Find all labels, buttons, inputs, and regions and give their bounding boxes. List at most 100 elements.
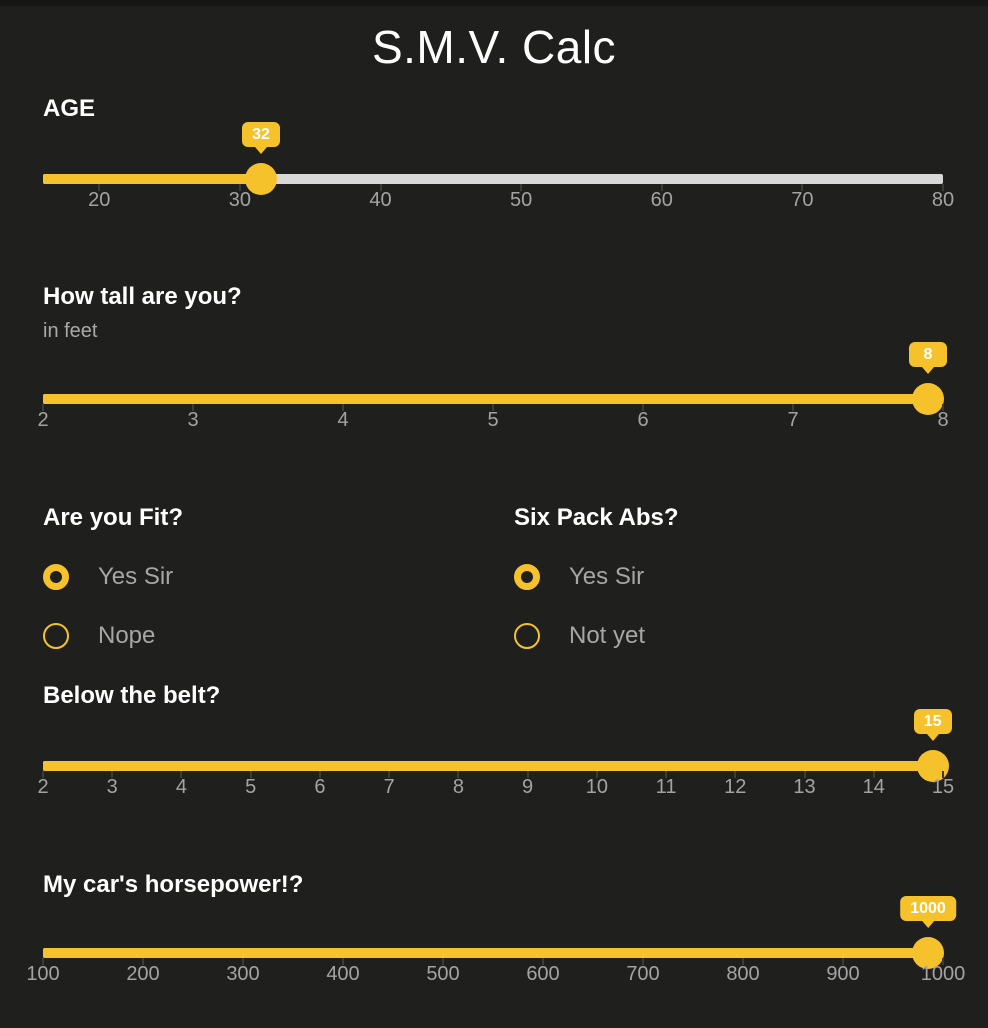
belt-tick-label: 3 [106,776,118,798]
belt-slider[interactable]: 15 2 3 4 5 6 7 8 9 10 11 12 13 14 15 [37,709,954,841]
age-tick-mark [801,184,804,191]
horsepower-tick-mark [242,958,244,965]
belt-tick-mark [42,771,44,778]
horsepower-tick-mark [742,958,744,965]
height-tick-label: 3 [187,409,199,431]
abs-option-no[interactable]: Not yet [514,622,645,650]
horsepower-tick-mark [142,958,144,965]
belt-tick-label: 12 [724,776,747,798]
age-slider-thumb[interactable] [244,163,277,195]
belt-tick-mark [734,771,737,778]
abs-option-yes[interactable]: Yes Sir [514,563,644,591]
age-slider-fill [43,174,261,184]
belt-tick-mark [526,771,529,778]
age-value-bubble: 32 [241,122,280,154]
horsepower-tick-mark [842,958,844,965]
fit-option-no-label: Nope [98,622,156,649]
belt-tick-label: 11 [655,776,677,798]
horsepower-tick-label: 300 [226,963,260,985]
window-top-bar [0,0,988,6]
age-tick-label: 70 [791,189,814,211]
horsepower-tick-mark [42,958,44,965]
belt-slider-fill [43,761,933,771]
horsepower-tick-label: 200 [126,963,160,985]
age-tick-label: 40 [369,189,392,211]
radio-button[interactable] [514,623,540,649]
horsepower-tick-mark [642,958,644,965]
abs-label: Six Pack Abs? [514,504,679,531]
age-slider-track[interactable] [43,174,943,184]
horsepower-tick-label: 500 [426,963,460,985]
radio-button[interactable] [514,564,540,590]
age-tick-label: 50 [510,189,533,211]
height-tick-label: 8 [937,409,949,431]
belt-tick-mark [665,771,668,778]
age-tick-mark [520,184,523,191]
horsepower-tick-mark [442,958,444,965]
horsepower-tick-mark [342,958,344,965]
age-tick-mark [98,184,101,191]
height-tick-mark [792,404,794,411]
abs-option-yes-label: Yes Sir [569,563,645,590]
age-tick-label: 20 [88,189,111,211]
horsepower-tick-label: 700 [626,963,660,985]
page-title: S.M.V. Calc [371,21,617,73]
belt-tick-label: 4 [175,776,188,798]
age-label: AGE [43,95,96,122]
belt-tick-mark [249,771,252,778]
belt-tick-mark [942,771,944,778]
horsepower-tick-label: 800 [726,963,760,985]
belt-label: Below the belt? [43,682,221,709]
horsepower-tick-label: 400 [326,963,360,985]
height-tick-label: 7 [787,409,799,431]
age-tick-label: 80 [931,189,955,211]
horsepower-tick-mark [542,958,544,965]
age-tick-mark [238,184,241,191]
age-tick-label: 30 [228,189,251,211]
belt-tick-label: 14 [862,776,885,798]
height-slider[interactable]: 8 2 3 4 5 6 7 8 [37,342,949,474]
height-tick-label: 2 [37,409,49,431]
horsepower-label: My car's horsepower!? [43,871,304,898]
horsepower-value-bubble: 1000 [900,896,956,928]
belt-tick-label: 13 [793,776,816,798]
belt-tick-label: 15 [931,776,955,798]
age-tick-mark [379,184,382,191]
height-tick-mark [492,404,494,411]
height-tick-label: 6 [637,409,649,431]
radio-button[interactable] [43,623,69,649]
height-tick-mark [42,404,44,411]
belt-tick-label: 10 [585,776,608,798]
horsepower-tick-label: 900 [826,963,860,985]
horsepower-tick-label: 1000 [920,963,966,985]
belt-tick-label: 8 [452,776,464,798]
belt-tick-mark [457,771,460,778]
horsepower-slider[interactable]: 1000 100 200 300 400 500 600 700 800 900 1000 [26,896,965,1028]
horsepower-tick-mark [942,958,944,965]
belt-tick-label: 6 [314,776,326,798]
height-label: How tall are you? [43,283,242,310]
belt-tick-mark [318,771,321,778]
belt-tick-label: 7 [383,776,395,798]
belt-tick-mark [180,771,183,778]
height-tick-mark [342,404,344,411]
radio-button[interactable] [43,564,69,590]
height-tick-label: 4 [337,409,349,431]
belt-tick-mark [388,771,391,778]
belt-tick-label: 9 [522,776,534,798]
horsepower-slider-fill [43,948,928,958]
belt-tick-mark [872,771,875,778]
belt-value-bubble: 15 [913,709,952,741]
age-slider[interactable]: 32 20 30 40 50 60 70 80 [43,122,954,254]
age-tick-mark [942,184,944,191]
height-slider-thumb[interactable] [912,383,944,415]
fit-label: Are you Fit? [43,504,184,531]
fit-option-yes-label: Yes Sir [98,563,174,590]
height-tick-mark [192,404,194,411]
height-tick-mark [942,404,944,411]
height-tick-label: 5 [487,409,499,431]
fit-option-yes[interactable]: Yes Sir [43,563,173,591]
belt-tick-mark [111,771,114,778]
horsepower-slider-thumb[interactable] [912,937,944,969]
fit-option-no[interactable]: Nope [43,622,155,650]
